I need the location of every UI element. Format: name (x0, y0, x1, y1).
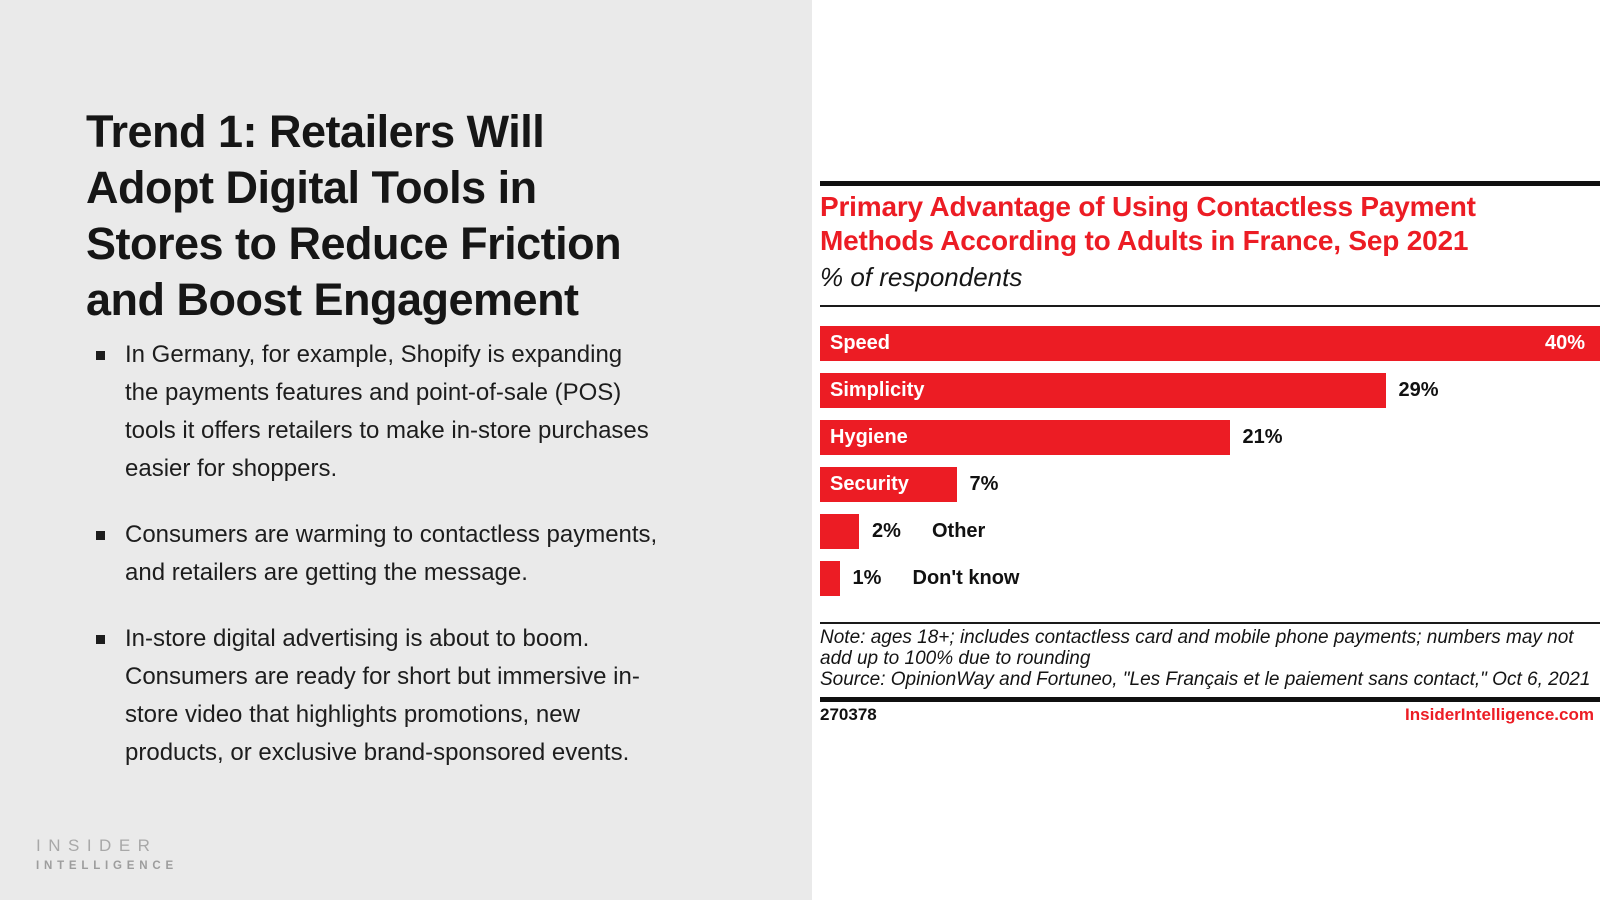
bullet-text: In-store digital advertising is about to… (125, 625, 640, 766)
bar: Hygiene (820, 420, 1230, 455)
bullet-text: Consumers are warming to contactless pay… (125, 521, 658, 586)
subtitle-rule (820, 305, 1600, 307)
bullet-text: In Germany, for example, Shopify is expa… (125, 341, 649, 482)
bullet-square-icon (96, 635, 105, 644)
bullet-list: In Germany, for example, Shopify is expa… (96, 336, 746, 800)
logo-line-insider: INSIDER (36, 836, 158, 855)
bottom-rule (820, 697, 1600, 702)
top-rule (820, 181, 1600, 186)
bullet-item-contactless: Consumers are warming to contactless pay… (96, 516, 746, 592)
bar-value-label: 2% (872, 520, 901, 542)
bar-value-label: 21% (1242, 426, 1283, 448)
bullet-item-shopify: In Germany, for example, Shopify is expa… (96, 336, 746, 488)
bar-row-other: 2% Other (820, 514, 1600, 549)
chart-panel: Primary Advantage of Using Contactless P… (820, 0, 1600, 900)
bar: Speed 40% (820, 326, 1600, 361)
bar-value-label: 7% (969, 473, 999, 495)
bar-row-hygiene: Hygiene 21% (820, 420, 1600, 455)
bar-row-don-t-know: 1% Don't know (820, 561, 1600, 596)
bullet-item-advertising: In-store digital advertising is about to… (96, 620, 746, 772)
bar-category-label: Hygiene (830, 426, 908, 448)
logo-line-intelligence: INTELLIGENCE (36, 860, 178, 872)
bar-value-label: 29% (1398, 379, 1439, 401)
bar-row-speed: Speed 40% (820, 326, 1600, 361)
insider-intelligence-logo: INSIDER INTELLIGENCE (36, 836, 178, 872)
chart-footer: 270378 InsiderIntelligence.com (820, 705, 1600, 725)
bar-row-simplicity: Simplicity 29% (820, 373, 1600, 408)
bar-row-security: Security 7% (820, 467, 1600, 502)
chart-subtitle: % of respondents (820, 262, 1023, 292)
bar-category-label: Other (932, 520, 986, 542)
chart-title: Primary Advantage of Using Contactless P… (820, 191, 1476, 256)
bullet-square-icon (96, 531, 105, 540)
slide-title: Trend 1: Retailers Will Adopt Digital To… (86, 106, 622, 326)
bar-value-label: 1% (852, 567, 882, 589)
chart-id: 270378 (820, 705, 877, 724)
bar: Simplicity (820, 373, 1386, 408)
bar (820, 561, 840, 596)
insider-intelligence-url: InsiderIntelligence.com (1405, 705, 1594, 724)
bar-category-label: Don't know (912, 567, 1020, 589)
bar-category-label: Security (830, 473, 909, 495)
note-text: Note: ages 18+; includes contactless car… (820, 627, 1574, 669)
left-panel: Trend 1: Retailers Will Adopt Digital To… (0, 0, 812, 900)
bar: Security (820, 467, 957, 502)
bullet-square-icon (96, 351, 105, 360)
bar (820, 514, 859, 549)
note-rule (820, 622, 1600, 624)
chart-notes: Note: ages 18+; includes contactless car… (820, 627, 1600, 690)
bar-category-label: Speed (830, 332, 891, 354)
bar-value-label: 40% (1544, 332, 1585, 354)
source-text: Source: OpinionWay and Fortuneo, "Les Fr… (820, 669, 1591, 690)
bar-category-label: Simplicity (830, 379, 925, 401)
bar-chart: Speed 40% Simplicity 29% Hygiene 21% Security 7… (820, 326, 1600, 608)
